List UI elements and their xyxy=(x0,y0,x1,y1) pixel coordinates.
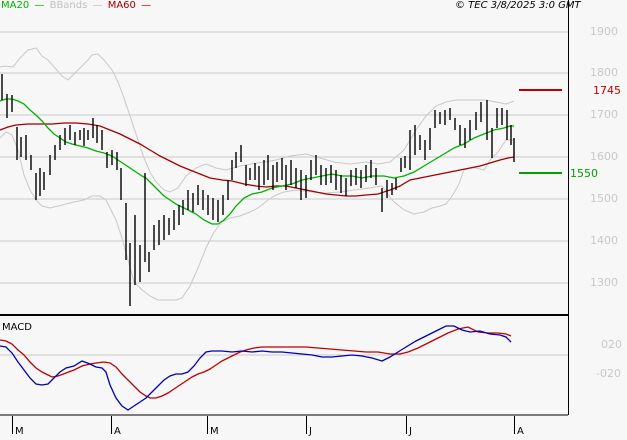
copyright-timestamp: © TEC 3/8/2025 3:0 GMT xyxy=(455,0,581,11)
macd-signal-line xyxy=(0,326,512,399)
y-label-1300: 1300 xyxy=(590,276,618,289)
y-label-1500: 1500 xyxy=(590,192,618,205)
month-label-a2: A xyxy=(517,426,524,437)
month-ticks xyxy=(12,416,515,434)
resistance-label: 1745 xyxy=(593,84,621,97)
month-label-j1: J xyxy=(309,426,312,437)
y-label-1400: 1400 xyxy=(590,234,618,247)
month-label-a1: A xyxy=(114,426,121,437)
y-label-1700: 1700 xyxy=(590,108,618,121)
y-label-1800: 1800 xyxy=(590,66,618,79)
month-label-j2: J xyxy=(409,426,412,437)
macd-title: MACD xyxy=(2,322,32,333)
month-label-m2: M xyxy=(210,426,219,437)
bband-upper xyxy=(0,47,515,193)
macd-label-pos: 020 xyxy=(601,338,622,351)
ohlc-bars xyxy=(1,74,515,306)
y-label-1600: 1600 xyxy=(590,150,618,163)
macd-line xyxy=(0,325,512,411)
month-label-m1: M xyxy=(15,426,24,437)
ma60-line xyxy=(0,122,515,197)
support-label: 1550 xyxy=(570,167,598,180)
y-label-1900: 1900 xyxy=(590,25,618,38)
legend-ma60: MA60 — xyxy=(107,0,152,11)
legend-ma20: MA20 — xyxy=(1,0,45,11)
legend-bbands: BBands — xyxy=(49,0,103,11)
price-gridlines xyxy=(0,31,568,284)
chart-legend: MA20 — BBands — MA60 — xyxy=(1,0,153,12)
macd-label-neg: -020 xyxy=(596,367,621,380)
ma20-line xyxy=(0,98,514,225)
